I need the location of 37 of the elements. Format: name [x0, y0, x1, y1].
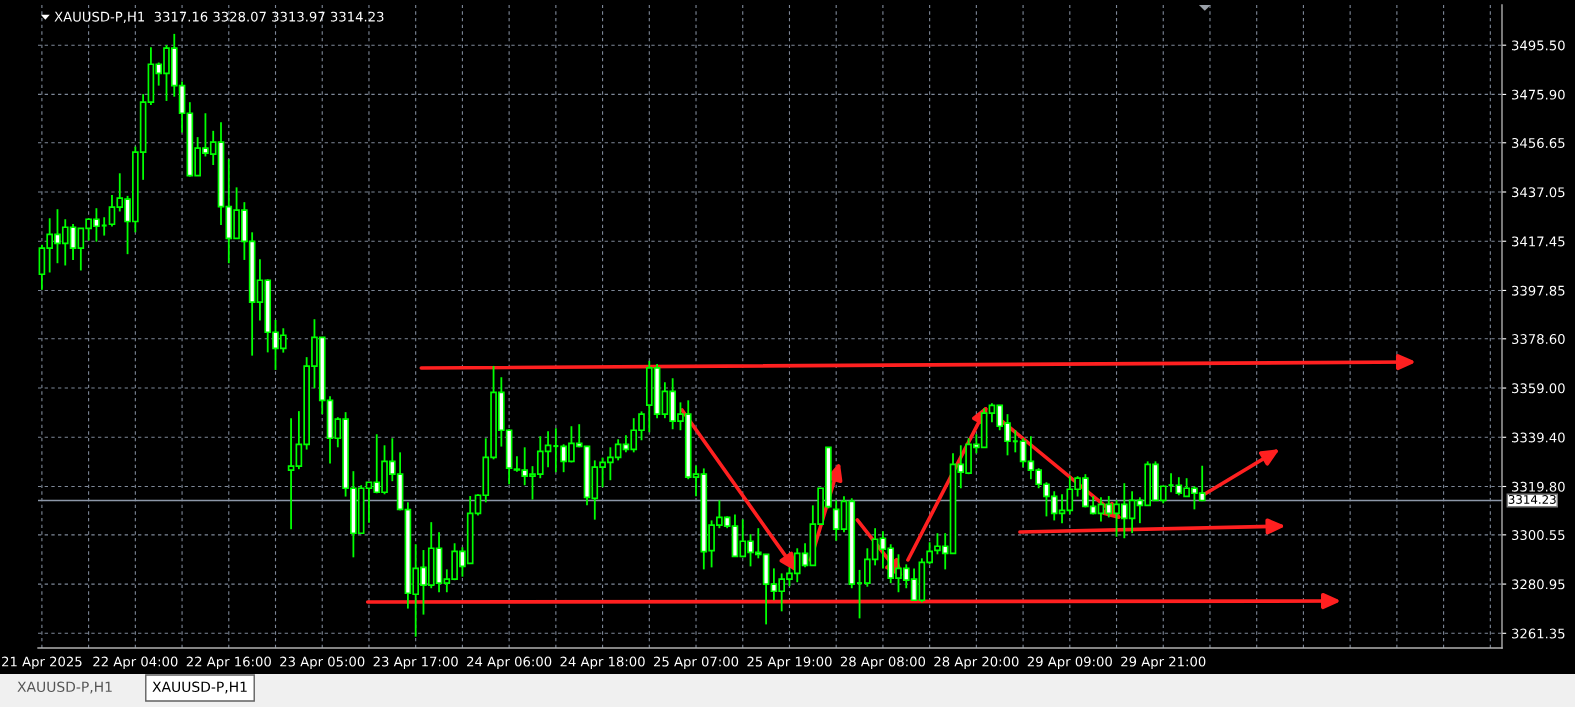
y-tick-label: 3319.80: [1512, 481, 1565, 492]
candlestick: [287, 417, 295, 531]
y-tick-label: 3280.95: [1512, 579, 1565, 590]
y-tick-label: 3495.50: [1512, 40, 1565, 51]
candlestick: [1019, 437, 1027, 469]
y-tick-label: 3397.85: [1512, 285, 1565, 296]
candlestick: [100, 216, 108, 237]
y-tick-label: 3261.35: [1512, 628, 1565, 639]
y-tick-label: 3359.00: [1512, 383, 1565, 394]
x-tick-label: 29 Apr 09:00: [1027, 656, 1112, 670]
y-tick-label: 3339.40: [1512, 432, 1565, 443]
candlestick: [1011, 429, 1019, 454]
candlestick: [856, 568, 864, 620]
text: XAUUSD-P,H1: [17, 681, 112, 694]
chart-title: XAUUSD-P,H1 3317.16 3328.07 3313.97 3314.23: [54, 11, 384, 23]
x-tick-label: 29 Apr 21:00: [1121, 656, 1206, 670]
x-tick-label: 25 Apr 19:00: [747, 656, 832, 670]
x-tick-label: 25 Apr 07:00: [653, 656, 739, 670]
y-tick-label: 3378.60: [1512, 334, 1565, 345]
y-tick-label: 3417.45: [1512, 236, 1565, 247]
text: XAUUSD-P,H1: [152, 681, 247, 694]
x-tick-label: 21 Apr 2025: [2, 656, 82, 670]
y-tick-label: 3475.90: [1512, 89, 1565, 100]
x-tick-label: 23 Apr 17:00: [373, 656, 458, 670]
candlestick: [1167, 472, 1175, 494]
x-tick-label: 23 Apr 05:00: [280, 656, 365, 670]
x-tick-label: 22 Apr 16:00: [186, 656, 271, 670]
y-tick-label: 3437.05: [1512, 187, 1565, 198]
x-tick-label: 28 Apr 20:00: [934, 656, 1019, 670]
x-tick-label: 24 Apr 18:00: [560, 656, 645, 670]
y-tick-label: 3456.65: [1512, 137, 1565, 148]
candlestick: [552, 427, 560, 474]
ref-line-label: 3314.23: [1508, 494, 1556, 504]
x-tick-label: 28 Apr 08:00: [840, 656, 926, 670]
x-tick-label: 22 Apr 04:00: [93, 656, 178, 670]
x-tick-label: 24 Apr 06:00: [467, 656, 552, 670]
y-tick-label: 3300.55: [1512, 530, 1565, 541]
